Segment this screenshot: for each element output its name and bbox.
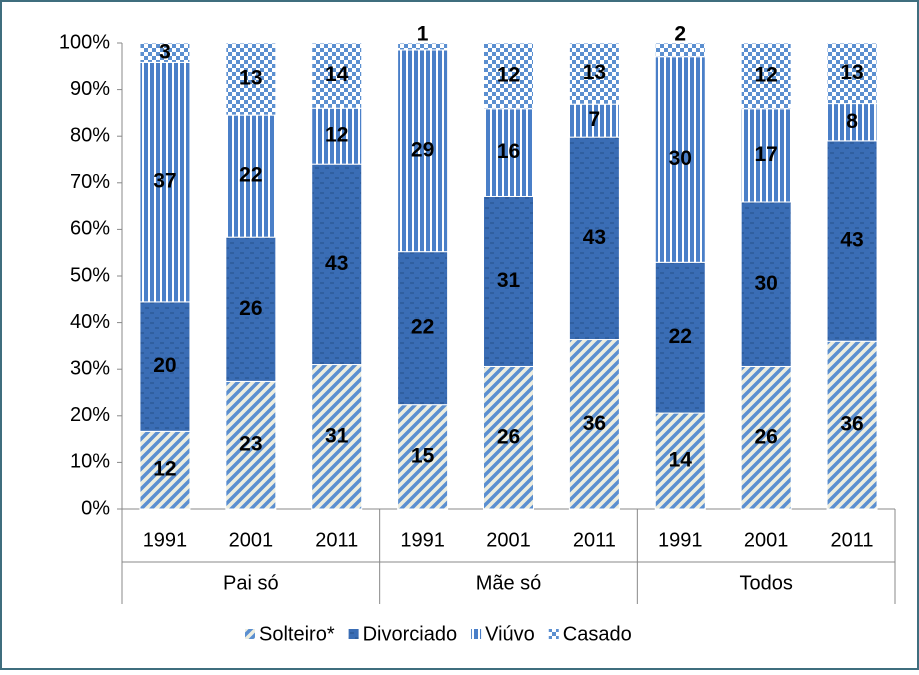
y-tick-label: 60% (70, 218, 110, 240)
data-label: 13 (239, 67, 262, 90)
y-tick-label: 40% (70, 311, 110, 333)
data-label: 17 (754, 143, 777, 166)
bar-segment (397, 42, 449, 51)
bar-segment (225, 236, 277, 382)
data-label: 15 (411, 444, 435, 467)
bar-segment (311, 163, 363, 366)
data-label: 13 (583, 61, 606, 84)
y-tick-label: 10% (70, 451, 110, 473)
data-label: 12 (325, 124, 348, 147)
x-tick-label: 2011 (831, 529, 874, 551)
data-label: 16 (497, 140, 520, 163)
data-label: 12 (497, 63, 520, 86)
data-label: 13 (840, 61, 863, 84)
bar-segment (654, 42, 706, 58)
y-tick-label: 70% (70, 171, 110, 193)
group-label: Pai só (223, 572, 279, 594)
x-tick-label: 1991 (143, 529, 188, 551)
data-label: 26 (754, 425, 777, 448)
data-label: 22 (669, 325, 692, 348)
data-label: 8 (846, 110, 858, 133)
group-label: Todos (739, 572, 792, 594)
bar-segment (568, 42, 620, 105)
bar-segment (397, 251, 449, 406)
bar-segment (311, 364, 363, 510)
y-tick-label: 50% (70, 264, 110, 286)
legend-label: Solteiro* (259, 623, 335, 645)
data-label: 7 (589, 108, 601, 131)
bar-segment (654, 412, 706, 510)
bar-segment (826, 103, 878, 142)
bar-segment (568, 136, 620, 341)
x-tick-label: 2011 (573, 529, 616, 551)
bar-segment (654, 56, 706, 263)
bar-segment (826, 340, 878, 510)
data-label: 12 (153, 458, 176, 481)
y-tick-label: 30% (70, 357, 110, 379)
bar-segment (483, 196, 534, 367)
group-label: Mãe só (476, 572, 542, 594)
data-label: 3 (159, 40, 171, 63)
data-label: 22 (239, 164, 262, 187)
data-label: 22 (411, 316, 434, 339)
legend-label: Casado (563, 623, 632, 645)
bar-segment (483, 42, 534, 110)
bar-segment (225, 42, 277, 116)
legend-swatch (548, 629, 559, 639)
bar-segment (397, 49, 449, 253)
data-label: 26 (497, 425, 520, 448)
x-tick-label: 1991 (658, 529, 703, 551)
y-tick-label: 100% (59, 31, 110, 53)
data-label: 37 (153, 170, 176, 193)
data-label: 36 (583, 412, 606, 435)
data-label: 30 (754, 272, 777, 295)
data-label: 43 (583, 226, 606, 249)
bar-segment (311, 42, 363, 109)
data-label: 43 (325, 252, 348, 275)
data-label: 29 (411, 138, 434, 161)
data-label: 12 (754, 63, 777, 86)
data-label: 31 (497, 269, 521, 292)
bar-segment (740, 201, 792, 367)
data-label: 1 (417, 23, 429, 46)
data-label: 14 (669, 449, 693, 472)
y-tick-label: 80% (70, 124, 110, 146)
data-label: 20 (153, 354, 176, 377)
legend-swatch (245, 629, 255, 639)
data-label: 30 (669, 147, 692, 170)
x-tick-label: 2011 (315, 529, 358, 551)
data-label: 23 (239, 433, 262, 456)
y-tick-label: 0% (81, 497, 110, 519)
legend-label: Divorciado (363, 623, 457, 645)
y-tick-label: 90% (70, 78, 110, 100)
bar-segment (139, 61, 191, 303)
x-tick-label: 2001 (486, 529, 531, 551)
x-tick-label: 1991 (400, 529, 445, 551)
bar-segment (483, 365, 534, 510)
legend-swatch (348, 629, 359, 639)
bar-segment (740, 108, 792, 203)
x-tick-label: 2001 (744, 529, 789, 551)
data-label: 2 (674, 23, 686, 46)
data-label: 36 (840, 413, 863, 436)
bar-segment (826, 140, 878, 342)
bar-segment (740, 42, 792, 110)
y-tick-label: 20% (70, 404, 110, 426)
data-label: 14 (325, 63, 349, 86)
bar-segment (225, 380, 277, 510)
bar-segment (568, 103, 620, 138)
bar-segment (139, 42, 191, 63)
x-tick-label: 2001 (229, 529, 274, 551)
bar-segment (654, 261, 706, 414)
data-label: 43 (840, 229, 863, 252)
bar-segment (483, 108, 534, 198)
data-label: 26 (239, 297, 262, 320)
bar-segment (826, 42, 878, 105)
legend-label: Viúvo (485, 623, 535, 645)
bar-segment (225, 114, 277, 238)
legend-swatch (471, 629, 482, 639)
data-label: 31 (325, 424, 349, 447)
